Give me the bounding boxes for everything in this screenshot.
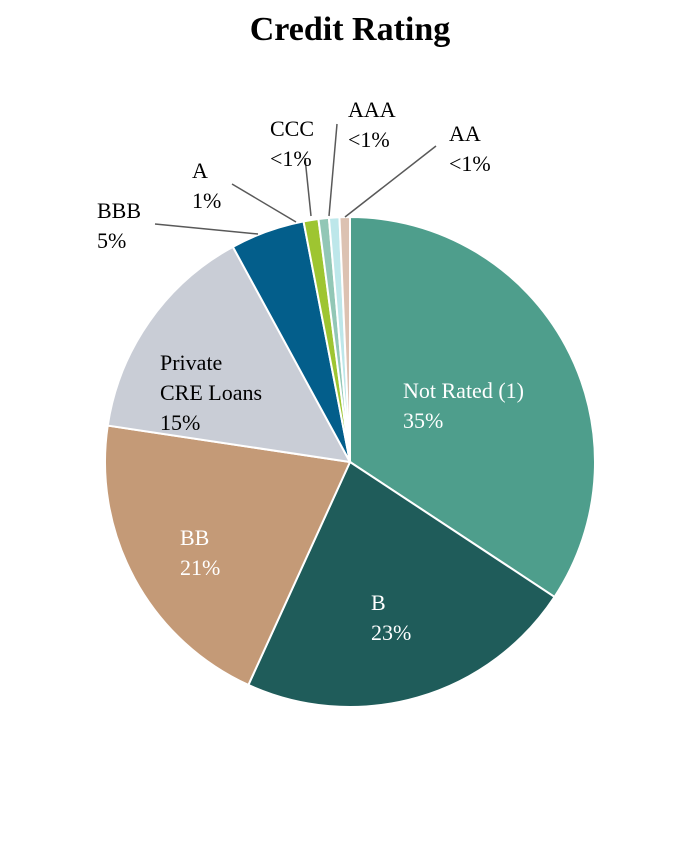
slice-label-private-cre-loans: Private CRE Loans 15%: [160, 350, 262, 435]
slice-label-bb: BB 21%: [180, 525, 220, 580]
slice-label-not-rated-1: Not Rated (1) 35%: [403, 378, 524, 433]
slice-label-ccc: CCC <1%: [270, 116, 314, 171]
leader-line-bbb: [154, 223, 259, 235]
pie-slice-aa: [338, 215, 351, 463]
pie-slice-b: [247, 460, 556, 708]
slice-label-b: B 23%: [371, 590, 411, 645]
pie-slices: [104, 215, 596, 708]
chart-title: Credit Rating: [250, 11, 451, 48]
leader-line-aa: [344, 145, 437, 218]
slice-label-a: A 1%: [192, 158, 221, 213]
leader-line-ccc: [304, 157, 312, 217]
slice-label-bbb: BBB 5%: [97, 198, 141, 253]
slice-label-aa: AA <1%: [449, 121, 491, 176]
pie-slice-bb: [104, 424, 352, 687]
leader-line-a: [231, 183, 297, 223]
slice-label-aaa: AAA <1%: [348, 97, 396, 152]
leader-line-aaa: [328, 123, 338, 217]
leader-lines: [154, 123, 437, 235]
pie-slice-private-cre-loans: [106, 245, 352, 464]
slice-labels: Not Rated (1) 35% B 23% BB 21% Private CRE Loan…: [97, 97, 524, 645]
